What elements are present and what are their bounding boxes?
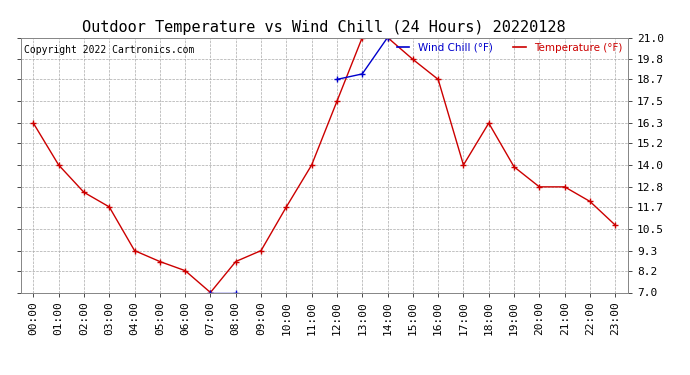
Legend: Wind Chill (°F), Temperature (°F): Wind Chill (°F), Temperature (°F) — [397, 43, 622, 53]
Text: Copyright 2022 Cartronics.com: Copyright 2022 Cartronics.com — [23, 45, 194, 55]
Title: Outdoor Temperature vs Wind Chill (24 Hours) 20220128: Outdoor Temperature vs Wind Chill (24 Ho… — [83, 20, 566, 35]
